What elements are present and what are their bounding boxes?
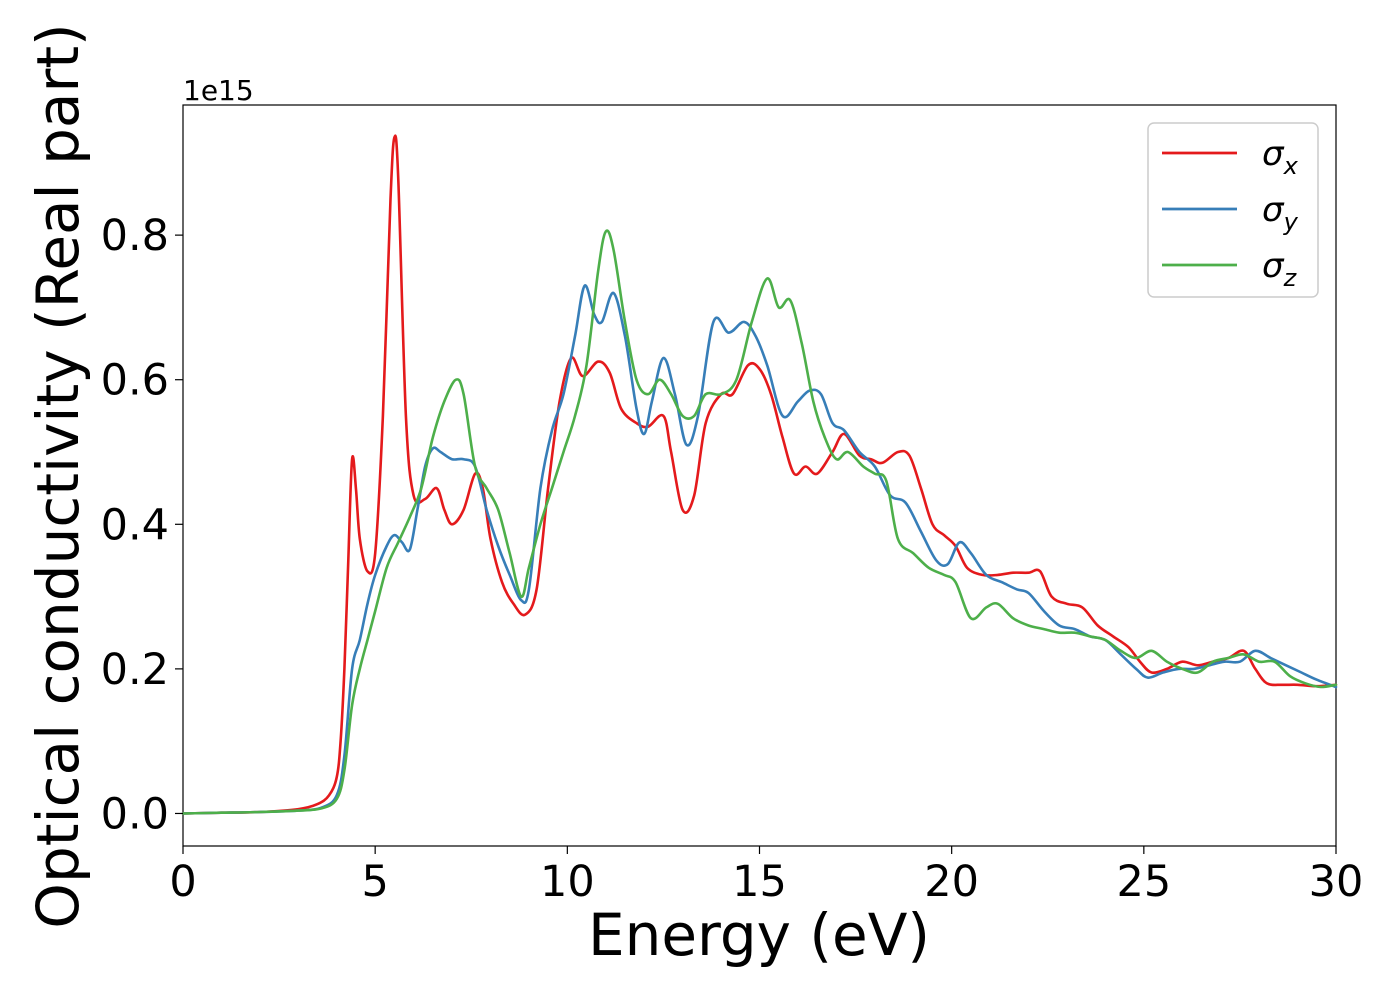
y-axis-label: Optical conductivity (Real part) [24, 23, 92, 928]
series-layer [181, 134, 1338, 815]
x-tick-label: 10 [540, 857, 595, 907]
y-tick-label: 0.6 [101, 356, 169, 406]
x-tick-label: 30 [1309, 857, 1364, 907]
x-tick-label: 5 [361, 857, 388, 907]
y-tick-label: 0.8 [101, 211, 169, 261]
x-axis-label: Energy (eV) [588, 901, 930, 969]
y-axis-ticks: 0.0 0.2 0.4 0.6 0.8 [101, 211, 183, 839]
y-offset-label: 1e15 [183, 74, 254, 107]
x-tick-label: 25 [1116, 857, 1171, 907]
y-tick-label: 0.0 [101, 789, 169, 839]
x-tick-label: 15 [732, 857, 787, 907]
plot-frame [182, 104, 1337, 847]
x-tick-label: 20 [924, 857, 979, 907]
x-tick-label: 0 [169, 857, 196, 907]
series-line-z [181, 229, 1338, 815]
series-line-x [181, 134, 1338, 815]
y-tick-label: 0.4 [101, 500, 169, 550]
y-tick-label: 0.2 [101, 645, 169, 695]
x-axis-ticks: 0 5 10 15 20 25 30 [169, 846, 1363, 907]
